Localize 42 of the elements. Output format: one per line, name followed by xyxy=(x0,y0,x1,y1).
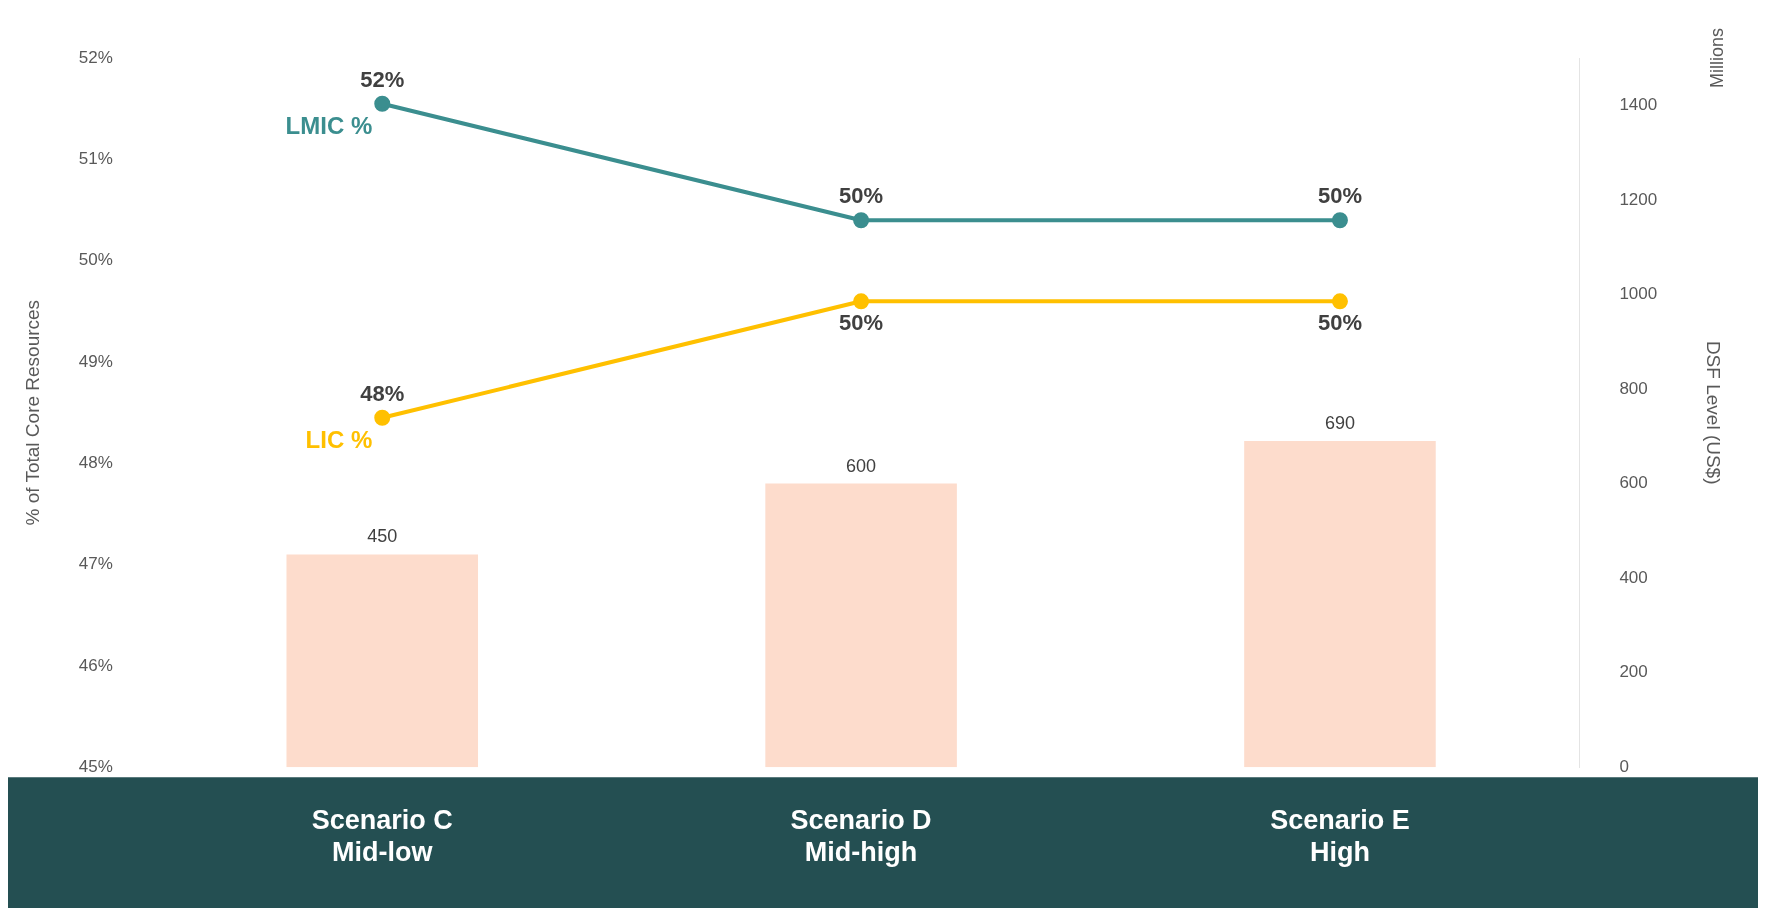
point xyxy=(1331,293,1348,310)
bar xyxy=(1244,441,1436,768)
data-label: 50% xyxy=(1317,183,1362,209)
y2-tick-label: 1200 xyxy=(1619,189,1658,209)
point xyxy=(1331,212,1348,229)
y-tick-label: 52% xyxy=(78,47,113,67)
data-label: 52% xyxy=(360,66,405,92)
point xyxy=(853,293,870,310)
y-tick-label: 48% xyxy=(78,453,113,473)
series-label: LMIC % xyxy=(285,112,373,140)
data-label: 690 xyxy=(1324,413,1355,434)
y2-tick-label: 1400 xyxy=(1619,95,1658,115)
bar xyxy=(286,554,479,768)
y-axis-title: % of Total Core Resources xyxy=(21,299,43,526)
x-tick-label: Scenario E High xyxy=(1270,804,1410,868)
point xyxy=(853,212,870,229)
data-label: 50% xyxy=(839,183,884,209)
data-label: 50% xyxy=(1317,310,1362,336)
data-label: 50% xyxy=(839,310,884,336)
y-tick-label: 47% xyxy=(78,554,113,574)
y-tick-label: 51% xyxy=(78,149,113,169)
data-label: 48% xyxy=(360,380,405,406)
x-tick-label: Scenario D Mid-high xyxy=(790,804,932,868)
data-label: 450 xyxy=(367,526,398,547)
bar xyxy=(765,483,957,768)
text: Millions xyxy=(1706,28,1727,89)
y-tick-label: 46% xyxy=(78,655,113,675)
y2-tick-label: 1000 xyxy=(1619,284,1658,304)
y2-tick-label: 400 xyxy=(1619,567,1648,587)
data-label: 600 xyxy=(846,455,877,476)
y-tick-label: 49% xyxy=(78,351,113,371)
y2-tick-label: 800 xyxy=(1619,378,1648,398)
x-tick-label: Scenario C Mid-low xyxy=(311,804,453,868)
y2-tick-label: 0 xyxy=(1619,756,1629,776)
point xyxy=(374,95,391,112)
point xyxy=(374,409,391,426)
y2-tick-label: 200 xyxy=(1619,662,1648,682)
y-tick-label: 45% xyxy=(78,756,113,776)
y2-axis-title: DSF Level (US$) xyxy=(1703,340,1725,485)
y2-tick-label: 600 xyxy=(1619,473,1648,493)
series-label: LIC % xyxy=(305,426,373,454)
y-tick-label: 50% xyxy=(78,250,113,270)
